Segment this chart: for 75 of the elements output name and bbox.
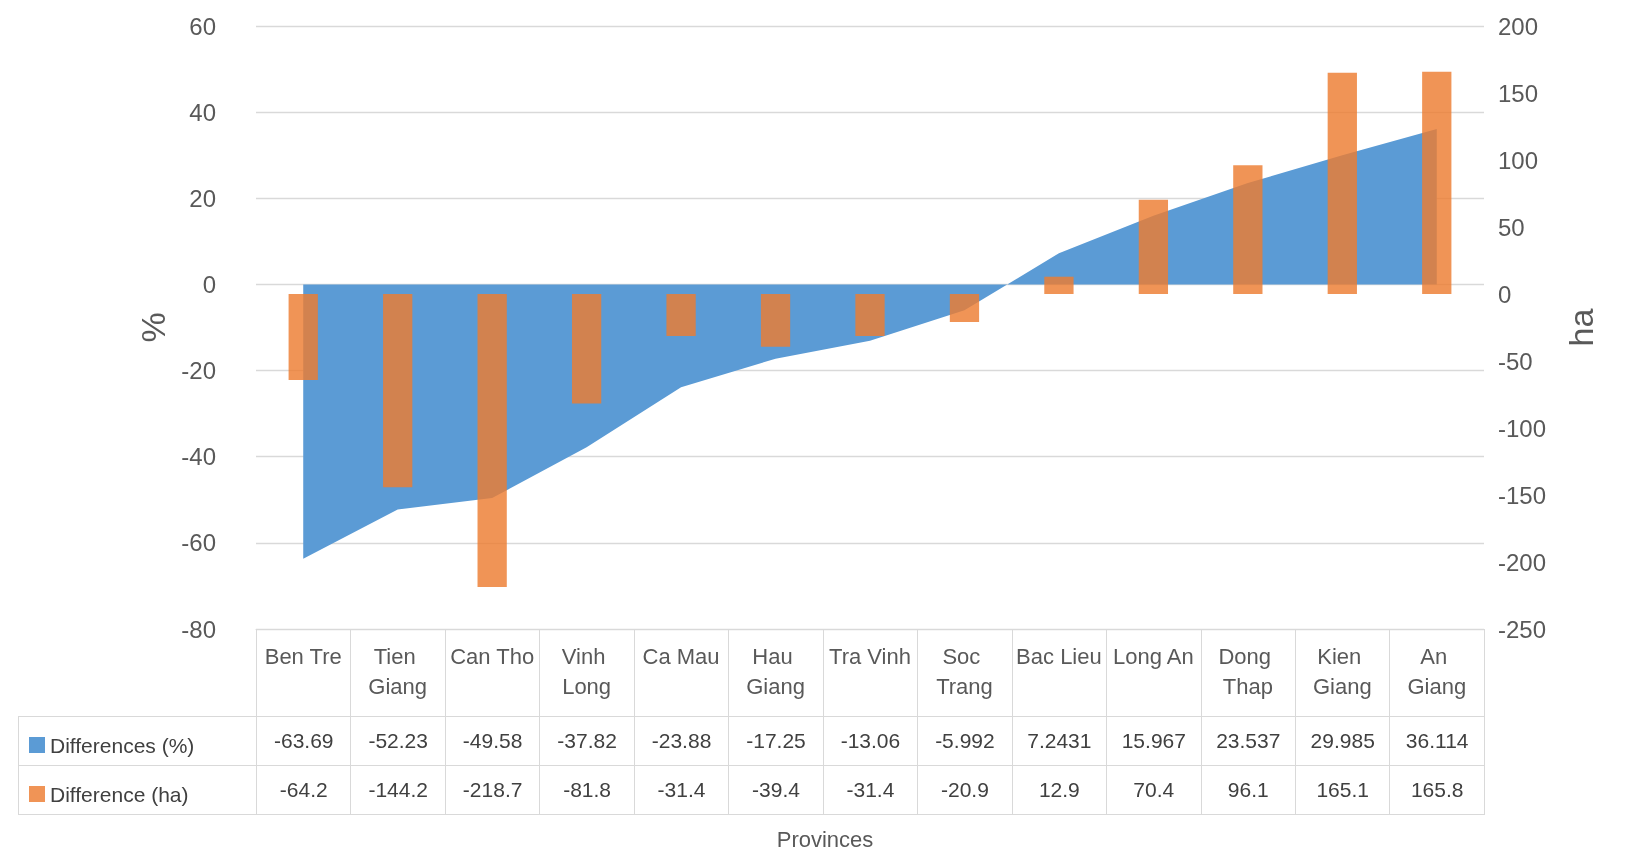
data-label: -63.69	[256, 716, 351, 766]
y-tick-label: 0	[202, 270, 216, 298]
data-label: -39.4	[728, 765, 824, 815]
data-label: 29.985	[1295, 716, 1390, 766]
data-label: -37.82	[539, 716, 635, 766]
data-label: 36.114	[1389, 716, 1485, 766]
x-tick-label: Tien Giang	[368, 643, 428, 699]
data-label: -144.2	[350, 765, 446, 815]
x-tick-label: Vinh Long	[561, 643, 612, 699]
x-tick-label: Long An	[1113, 643, 1194, 669]
x-tick-label: Soc Trang	[936, 643, 993, 699]
data-label: -13.06	[823, 716, 918, 766]
x-tick-label: Ben Tre	[264, 643, 342, 669]
data-label: 12.9	[1012, 765, 1107, 815]
y-axis-title: %	[134, 312, 173, 343]
bar	[571, 294, 602, 404]
y2-tick-label: 100	[1498, 146, 1539, 174]
bar	[760, 294, 791, 347]
y-tick-label: -20	[181, 357, 216, 385]
text: Provinces	[776, 826, 874, 852]
bar	[1233, 165, 1263, 294]
data-label: 70.4	[1106, 765, 1202, 815]
bar	[1044, 276, 1074, 294]
y2-tick-label: -150	[1498, 481, 1547, 509]
y-tick-label: -40	[181, 443, 216, 471]
y2-tick-label: -250	[1498, 615, 1547, 643]
x-tick-label: An Giang	[1407, 643, 1467, 699]
y-tick-label: -80	[181, 615, 216, 643]
y-tick-label: 20	[189, 184, 216, 212]
bar	[383, 294, 413, 488]
bar	[949, 294, 980, 323]
data-label: -20.9	[917, 765, 1013, 815]
y2-tick-label: -100	[1498, 414, 1547, 442]
bar	[1327, 72, 1357, 294]
data-label: -49.58	[445, 716, 540, 766]
data-label: -81.8	[539, 765, 635, 815]
data-label: -31.4	[634, 765, 729, 815]
x-tick-label: Tra Vinh	[829, 643, 911, 669]
bar	[1422, 71, 1452, 294]
data-label: 165.8	[1389, 765, 1485, 815]
x-tick-label: Dong Thap	[1218, 643, 1278, 699]
data-label: 96.1	[1201, 765, 1296, 815]
legend-label: Differences (%)	[50, 733, 195, 757]
y2-tick-label: 200	[1498, 12, 1539, 40]
data-label: -64.2	[256, 765, 351, 815]
bar	[666, 294, 696, 337]
data-label: -5.992	[917, 716, 1013, 766]
data-label: 7.2431	[1012, 716, 1107, 766]
y2-tick-label: 0	[1498, 280, 1512, 308]
data-label: -23.88	[634, 716, 729, 766]
legend-label: Difference (ha)	[50, 782, 189, 806]
x-tick-label: Bac Lieu	[1016, 643, 1102, 669]
data-label: 165.1	[1295, 765, 1390, 815]
x-tick-label: Ca Mau	[642, 643, 720, 669]
data-label: 23.537	[1201, 716, 1296, 766]
y2-tick-label: -50	[1498, 347, 1533, 375]
y-tick-label: -60	[181, 529, 216, 557]
data-label: -52.23	[350, 716, 446, 766]
bar	[477, 294, 507, 588]
x-tick-label: Hau Giang	[746, 643, 805, 699]
y2-axis-title: ha	[1562, 308, 1600, 347]
y2-tick-label: -200	[1498, 548, 1547, 576]
y-tick-label: 60	[189, 12, 216, 40]
data-label: -218.7	[445, 765, 540, 815]
x-tick-label: Can Tho	[450, 643, 535, 669]
y-tick-label: 40	[189, 98, 216, 126]
data-label: -31.4	[823, 765, 918, 815]
bar	[855, 294, 885, 337]
data-label: -17.25	[728, 716, 824, 766]
bar	[1138, 199, 1169, 294]
bar	[288, 294, 318, 381]
x-tick-label: Kien Giang	[1312, 643, 1372, 699]
y2-tick-label: 50	[1498, 213, 1525, 241]
y2-tick-label: 150	[1498, 79, 1539, 107]
data-label: 15.967	[1106, 716, 1202, 766]
